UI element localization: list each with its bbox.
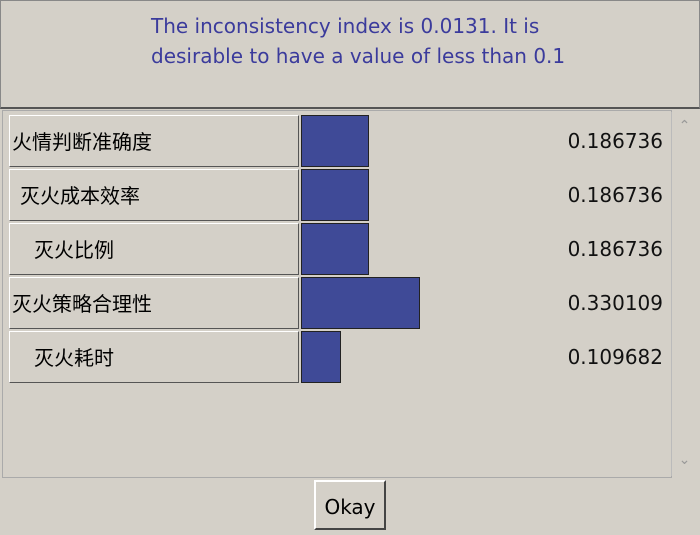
row-value: 0.109682 [567, 345, 663, 369]
scrollbar[interactable]: ⌃ ⌄ [671, 112, 697, 476]
row-label: 灭火策略合理性 [9, 277, 299, 329]
row-value: 0.330109 [567, 291, 663, 315]
bar [301, 277, 421, 329]
row-value: 0.186736 [567, 129, 663, 153]
header: The inconsistency index is 0.0131. It is… [0, 0, 700, 109]
list: 火情判断准确度 0.186736 灭火成本效率 0.186736 灭火比例 0.18673… [2, 110, 672, 478]
bar [301, 115, 369, 167]
row-value: 0.186736 [567, 237, 663, 261]
row-value: 0.186736 [567, 183, 663, 207]
bar [301, 169, 369, 221]
message: The inconsistency index is 0.0131. It is… [151, 14, 566, 68]
okay-button[interactable]: Okay [314, 480, 386, 530]
bar [301, 331, 341, 383]
row-label: 灭火比例 [9, 223, 299, 275]
row-label: 灭火成本效率 [9, 169, 299, 221]
bar [301, 223, 369, 275]
row-label: 火情判断准确度 [9, 115, 299, 167]
row-label: 灭火耗时 [9, 331, 299, 383]
